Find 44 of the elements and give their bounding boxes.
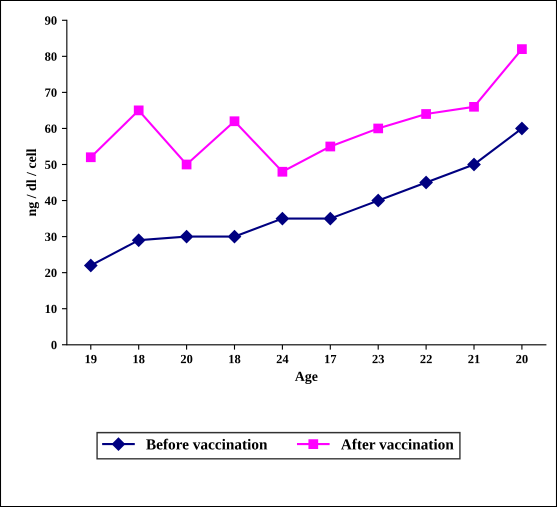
point bbox=[373, 124, 384, 134]
x-axis-title: Age bbox=[294, 372, 318, 384]
point bbox=[134, 106, 144, 116]
x-tick-label: 18 bbox=[133, 354, 145, 364]
point bbox=[515, 122, 528, 136]
y-tick-label: 0 bbox=[51, 340, 57, 350]
point bbox=[420, 176, 433, 190]
point bbox=[276, 212, 289, 226]
point bbox=[324, 212, 337, 226]
y-tick-label: 90 bbox=[44, 16, 57, 25]
y-tick-label: 60 bbox=[45, 124, 57, 133]
x-tick-label: 21 bbox=[468, 354, 480, 364]
y-tick-label: 40 bbox=[44, 196, 57, 206]
x-tick-label: 18 bbox=[229, 354, 240, 364]
point bbox=[469, 102, 479, 112]
x-tick-label: 20 bbox=[516, 354, 528, 364]
x-tick-label: 23 bbox=[372, 354, 384, 364]
y-tick-label: 10 bbox=[46, 304, 57, 314]
legend-label: After vaccination bbox=[340, 438, 454, 450]
x-tick-label: 22 bbox=[420, 354, 432, 364]
y-tick-label: 30 bbox=[45, 232, 57, 242]
point bbox=[372, 194, 385, 208]
x-tick-label: 19 bbox=[86, 354, 97, 364]
y-tick-label: 70 bbox=[45, 88, 57, 97]
point bbox=[132, 234, 146, 247]
point bbox=[517, 44, 527, 54]
x-tick-label: 17 bbox=[325, 354, 336, 364]
point bbox=[230, 116, 240, 126]
point bbox=[467, 158, 481, 172]
y-axis-title: ng / dl / cell bbox=[26, 148, 40, 216]
point bbox=[84, 258, 98, 272]
point bbox=[228, 230, 242, 244]
point bbox=[325, 142, 336, 152]
point bbox=[182, 160, 192, 170]
y-tick-label: 50 bbox=[45, 160, 57, 169]
x-tick-label: 20 bbox=[180, 354, 192, 364]
point bbox=[421, 109, 431, 119]
point bbox=[180, 230, 194, 244]
y-tick-label: 80 bbox=[45, 52, 57, 61]
point bbox=[278, 166, 288, 177]
legend-label: Before vaccination bbox=[146, 438, 268, 450]
x-tick-label: 24 bbox=[276, 354, 288, 364]
point bbox=[86, 152, 96, 162]
y-tick-label: 20 bbox=[45, 268, 57, 278]
